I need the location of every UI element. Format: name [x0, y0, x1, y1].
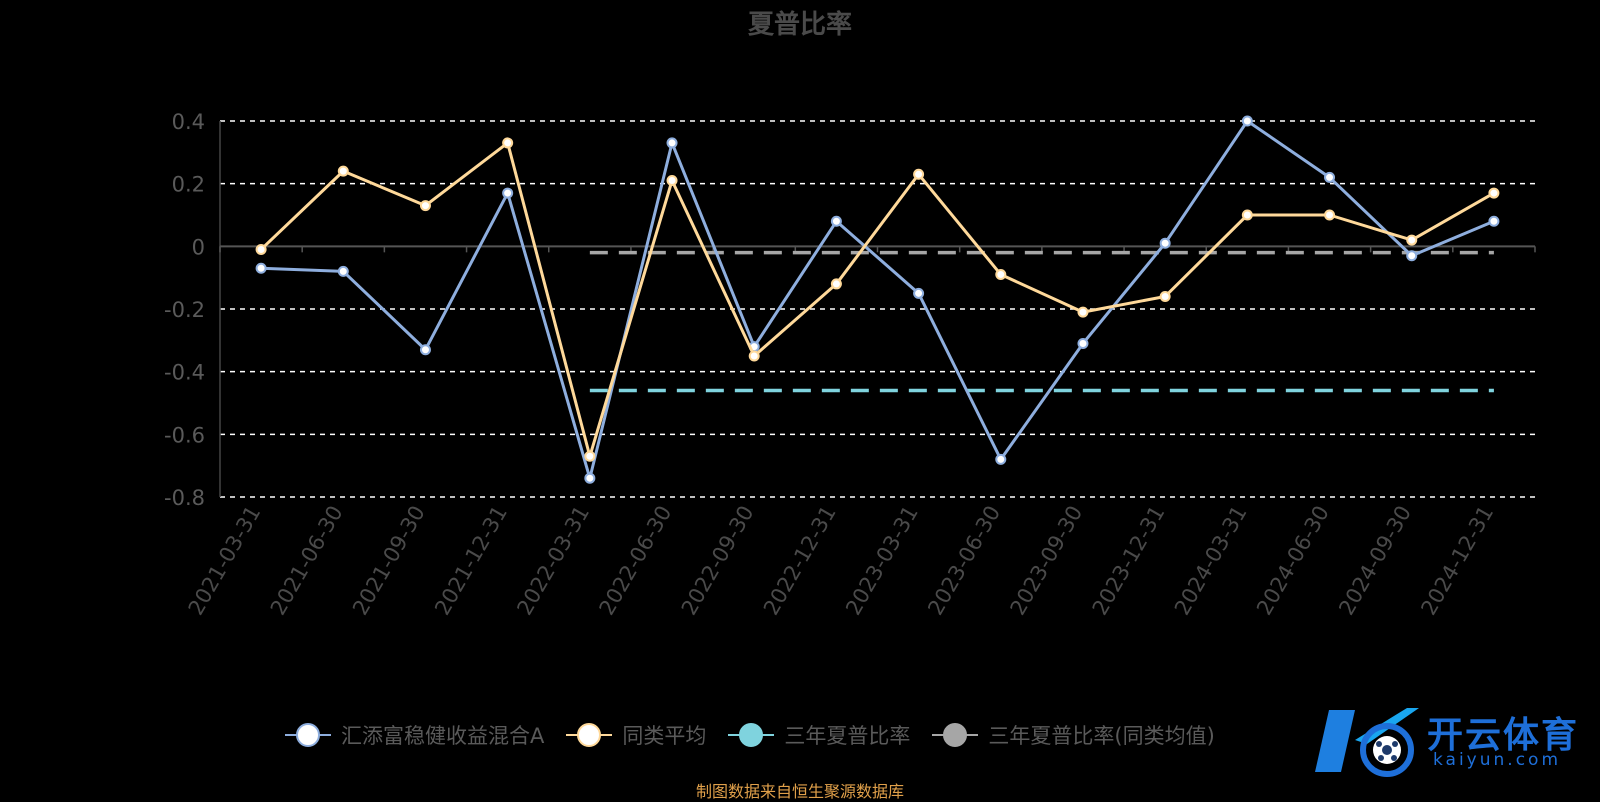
series-line — [261, 119, 1495, 480]
data-point — [419, 200, 431, 212]
legend-item-three-year-sharpe-peer[interactable]: 三年夏普比率(同类均值) — [932, 720, 1215, 750]
x-tick-label: 2022-12-31 — [759, 502, 841, 620]
legend-symbol-three-year-sharpe — [728, 720, 775, 750]
data-point — [1324, 209, 1336, 221]
data-point — [1324, 171, 1336, 183]
y-tick-label: 0.4 — [172, 110, 205, 134]
x-tick-label: 2022-09-30 — [677, 502, 759, 620]
x-tick-label: 2023-03-31 — [841, 502, 923, 620]
legend-symbol-fund — [285, 720, 331, 750]
data-point — [502, 137, 514, 149]
data-point — [748, 350, 760, 362]
data-point — [1406, 250, 1418, 262]
data-point — [1077, 337, 1089, 349]
x-tick-label: 2021-06-30 — [266, 502, 348, 620]
x-tick-label: 2024-12-31 — [1416, 502, 1498, 620]
watermark-domain: kaiyun.com — [1433, 750, 1562, 770]
data-point — [995, 453, 1007, 465]
x-tick-label: 2023-06-30 — [923, 502, 1005, 620]
data-point — [995, 269, 1007, 281]
x-tick-label: 2021-09-30 — [348, 502, 430, 620]
x-tick-label: 2022-03-31 — [512, 502, 594, 620]
legend-symbol-three-year-sharpe-peer — [932, 720, 979, 750]
y-tick-label: 0 — [192, 235, 205, 259]
data-point — [255, 262, 267, 274]
y-tick-label: -0.6 — [164, 423, 205, 447]
x-tick-label: 2023-09-30 — [1005, 502, 1087, 620]
x-tick-label: 2021-03-31 — [184, 502, 266, 620]
legend: 汇添富稳健收益混合A 同类平均 三年夏普比率 三年夏普比率(同类均值) — [285, 720, 1237, 750]
logo-icon — [1315, 708, 1419, 777]
data-point — [913, 287, 925, 299]
y-tick-label: -0.4 — [164, 361, 205, 385]
data-point — [830, 215, 842, 227]
legend-symbol-peer-average — [566, 720, 613, 750]
data-point — [1488, 187, 1500, 199]
data-point — [1159, 237, 1171, 249]
x-tick-label: 2023-12-31 — [1088, 502, 1170, 620]
x-tick-label: 2024-09-30 — [1334, 502, 1416, 620]
x-tick-label: 2024-03-31 — [1170, 502, 1252, 620]
data-point — [666, 175, 678, 187]
data-point — [502, 187, 514, 199]
data-point — [337, 165, 349, 177]
data-point — [584, 450, 596, 462]
x-tick-label: 2022-06-30 — [595, 502, 677, 620]
data-point — [1406, 234, 1418, 246]
data-point — [584, 472, 596, 484]
legend-label-peer-average: 同类平均 — [622, 724, 707, 748]
source-note: 制图数据来自恒生聚源数据库 — [695, 782, 904, 801]
data-point — [666, 137, 678, 149]
y-tick-label: -0.2 — [164, 298, 205, 322]
series-line — [260, 141, 1495, 458]
y-tick-label: -0.8 — [164, 486, 205, 510]
data-point — [1241, 209, 1253, 221]
data-point — [1488, 215, 1500, 227]
data-point — [419, 344, 431, 356]
legend-label-three-year-sharpe: 三年夏普比率 — [784, 724, 911, 748]
data-point — [1241, 115, 1253, 127]
data-point — [1077, 306, 1089, 318]
x-tick-label: 2021-12-31 — [430, 502, 512, 620]
x-tick-label: 2024-06-30 — [1252, 502, 1334, 620]
data-point — [1159, 290, 1171, 302]
data-point — [337, 265, 349, 277]
data-point — [830, 278, 842, 290]
legend-label-three-year-sharpe-peer: 三年夏普比率(同类均值) — [988, 724, 1215, 748]
watermark-brand: 开云体育 — [1427, 715, 1580, 756]
chart-title: 夏普比率 — [747, 10, 852, 40]
legend-item-fund[interactable]: 汇添富稳健收益混合A — [285, 720, 544, 750]
legend-label-fund: 汇添富稳健收益混合A — [341, 724, 545, 748]
data-point — [913, 168, 925, 180]
y-tick-label: 0.2 — [172, 173, 205, 197]
legend-item-three-year-sharpe[interactable]: 三年夏普比率 — [728, 720, 910, 750]
data-point — [255, 243, 267, 255]
watermark-logo: 开云体育 kaiyun.com — [1315, 700, 1595, 780]
legend-item-peer-average[interactable]: 同类平均 — [566, 720, 706, 750]
